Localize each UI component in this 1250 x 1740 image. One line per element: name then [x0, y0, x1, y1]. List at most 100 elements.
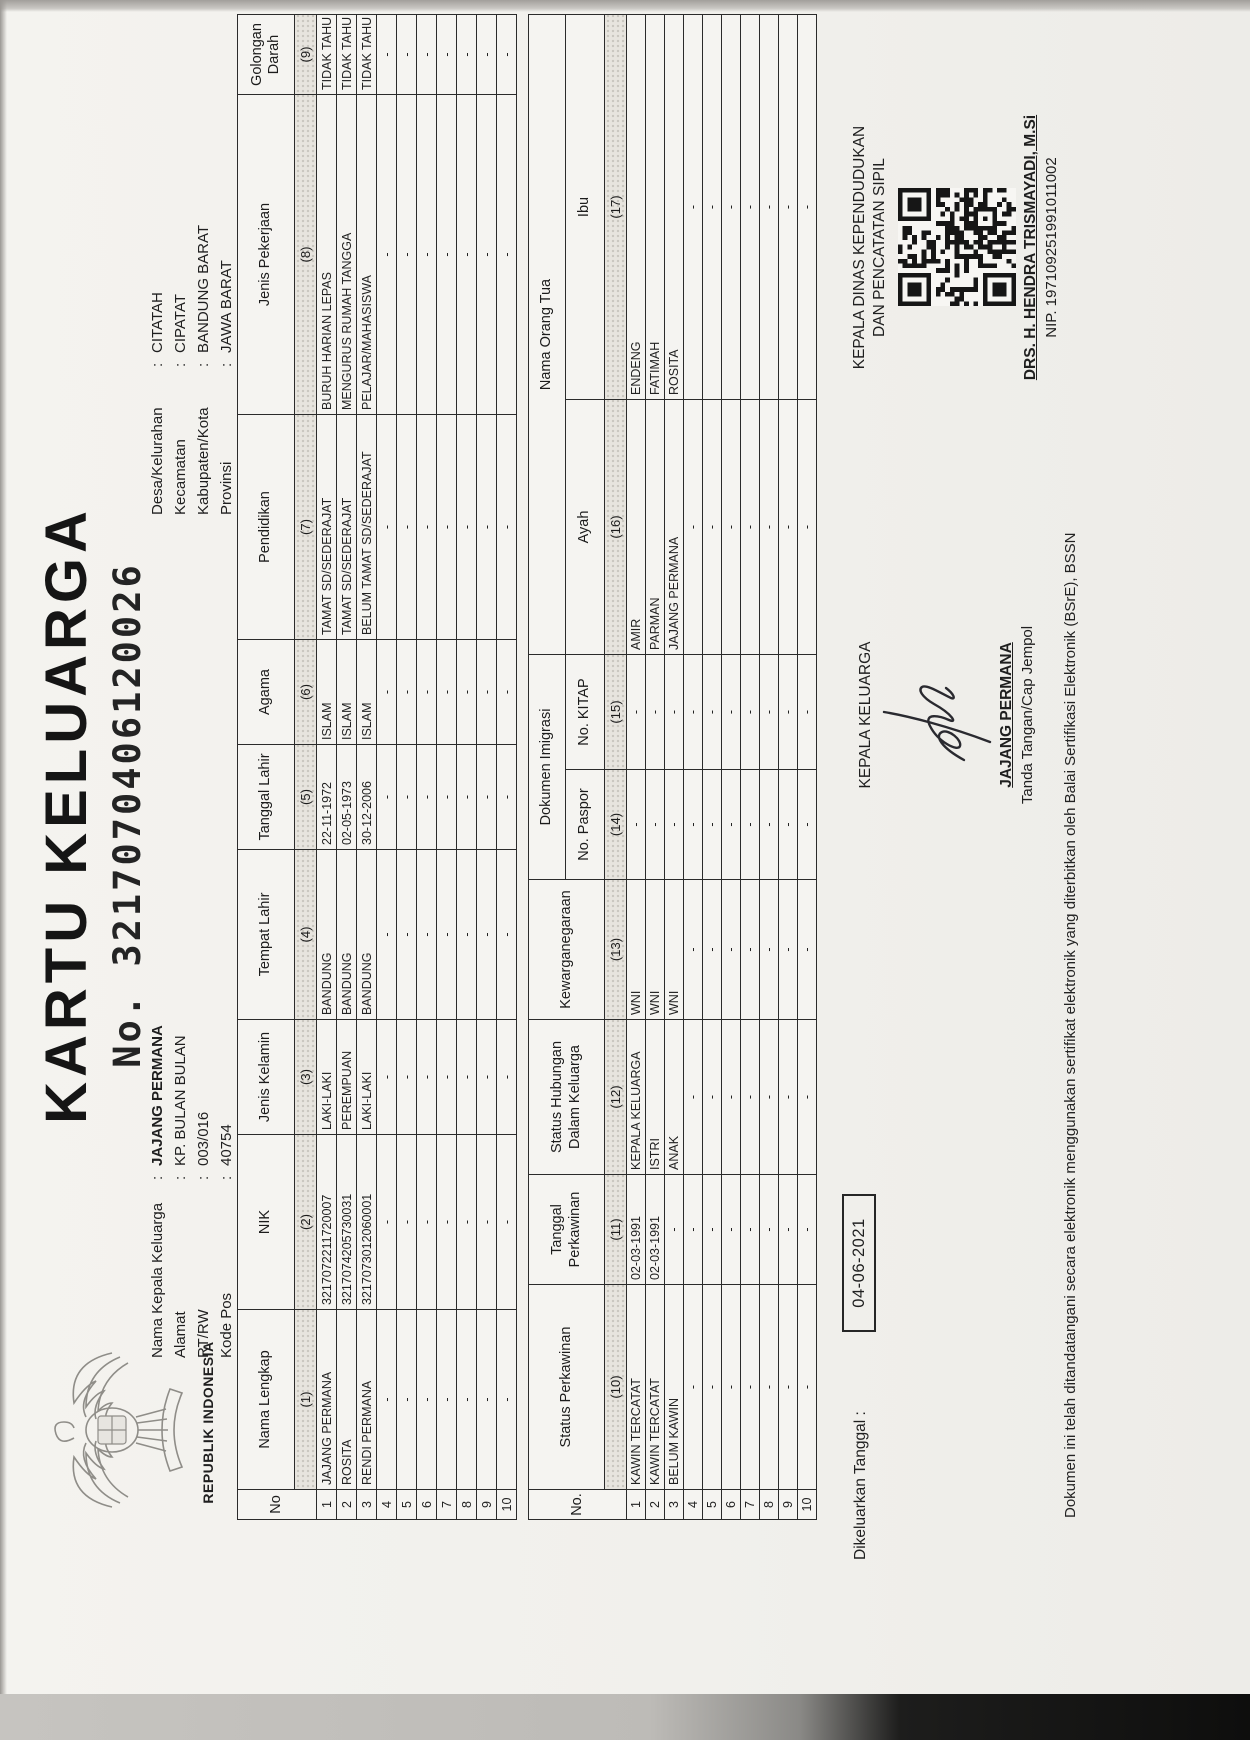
data-cell: 3217074205730031 [336, 1134, 357, 1310]
data-cell: KAWIN TERCATAT [626, 1284, 646, 1490]
colon: : [195, 362, 212, 367]
data-cell: LAKI-LAKI [316, 1019, 337, 1135]
info-label: Desa/Kelurahan [149, 407, 166, 515]
info-label: Nama Kepala Keluarga [149, 1202, 166, 1358]
data-cell: - [702, 399, 722, 655]
data-cell: - [702, 769, 722, 880]
data-cell: - [376, 744, 397, 850]
col-number: (5) [294, 744, 317, 850]
data-cell: - [778, 1284, 798, 1490]
family-member-row: 2 ROSITA 3217074205730031 PEREMPUAN BANDUNG 0… [336, 14, 357, 1520]
data-cell: - [702, 1284, 722, 1490]
info-row: Kode Pos: 40754 [215, 1025, 238, 1358]
family-member-row: 4--------- [376, 14, 397, 1520]
col-header: No [237, 1489, 317, 1520]
data-cell: - [702, 879, 722, 1020]
data-cell: 30-12-2006 [356, 744, 377, 850]
info-row: Desa/Kelurahan: CITATAH [146, 225, 169, 515]
info-row: Kecamatan: CIPATAT [169, 225, 192, 515]
data-cell: - [496, 14, 517, 95]
data-cell: AMIR [626, 399, 646, 655]
data-cell: - [759, 14, 779, 400]
data-cell: - [496, 744, 517, 850]
family-member-row: 3 RENDI PERMANA 3217073012060001 LAKI-LAKI B… [356, 14, 377, 1520]
data-cell: 02-03-1991 [645, 1174, 665, 1285]
data-cell: - [416, 744, 437, 850]
data-cell: ENDENG [626, 14, 646, 400]
data-cell: - [702, 654, 722, 770]
head-of-family-name: JAJANG PERMANA [998, 642, 1015, 788]
info-value: KP. BULAN BULAN [172, 1035, 189, 1166]
col-header: Tanggal Lahir [237, 744, 295, 850]
col-header: Tempat Lahir [237, 849, 295, 1020]
issued-date-label: Dikeluarkan Tanggal : [852, 1411, 869, 1560]
data-cell: - [376, 849, 397, 1020]
data-cell: - [702, 1174, 722, 1285]
data-cell: - [476, 14, 497, 95]
official-title: KEPALA DINAS KEPENDUDUKAN [851, 125, 868, 370]
data-cell: - [759, 1174, 779, 1285]
data-cell: - [740, 879, 760, 1020]
data-cell: - [683, 879, 703, 1020]
data-cell: ROSITA [336, 1309, 357, 1490]
row-number-cell: 3 [664, 1489, 684, 1520]
data-cell: - [416, 14, 437, 95]
data-cell: 3217072211720007 [316, 1134, 337, 1310]
data-cell: - [376, 639, 397, 745]
data-cell: - [759, 1019, 779, 1175]
col-number: (4) [294, 849, 317, 1020]
data-cell: ISLAM [336, 639, 357, 745]
col-number: (6) [294, 639, 317, 745]
data-cell: - [376, 1309, 397, 1490]
col-header: Nama Lengkap [237, 1309, 295, 1490]
data-cell: - [436, 849, 457, 1020]
info-row: Kabupaten/Kota: BANDUNG BARAT [192, 225, 215, 515]
col-header: No. [528, 1489, 627, 1520]
row-number-cell: 1 [626, 1489, 646, 1520]
info-row: Provinsi: JAWA BARAT [215, 225, 238, 515]
data-cell: - [376, 414, 397, 640]
data-cell: RENDI PERMANA [356, 1309, 377, 1490]
data-cell: - [759, 769, 779, 880]
data-cell: - [456, 414, 477, 640]
data-cell: - [721, 769, 741, 880]
data-cell: - [683, 14, 703, 400]
data-cell: TIDAK TAHU [356, 14, 377, 95]
data-cell: - [740, 654, 760, 770]
data-cell: - [740, 399, 760, 655]
head-of-family-signature-block: KEPALA KELUARGA JAJANG PERMANA Tanda Tan… [856, 570, 1036, 860]
data-cell: - [721, 1019, 741, 1175]
data-cell: WNI [626, 879, 646, 1020]
data-cell: - [476, 1309, 497, 1490]
data-cell: - [436, 94, 457, 415]
handwritten-signature-icon [882, 685, 992, 762]
data-cell: TIDAK TAHU [316, 14, 337, 95]
col-header: Golongan Darah [237, 14, 295, 95]
data-cell: ANAK [664, 1019, 684, 1175]
data-cell: - [683, 399, 703, 655]
row-number-cell: 4 [376, 1489, 397, 1520]
row-number-cell: 1 [316, 1489, 337, 1520]
data-cell: PEREMPUAN [336, 1019, 357, 1135]
row-number-cell: 8 [759, 1489, 779, 1520]
col-header: Jenis Pekerjaan [237, 94, 295, 415]
info-row: Alamat: KP. BULAN BULAN [169, 1025, 192, 1358]
colon: : [218, 1175, 235, 1180]
data-cell: - [740, 1284, 760, 1490]
col-header: Tanggal Perkawinan [528, 1174, 605, 1285]
data-cell: - [456, 94, 477, 415]
data-cell: - [721, 1284, 741, 1490]
col-header: Ayah [565, 399, 605, 655]
scanner-edge-left [0, 0, 7, 1740]
family-member-row: 7--------- [436, 14, 457, 1520]
info-row: Nama Kepala Keluarga: JAJANG PERMANA [146, 1025, 169, 1358]
family-member-detail-row: 7-------- [740, 14, 760, 1520]
info-value: CITATAH [149, 292, 166, 353]
data-cell: - [778, 1174, 798, 1285]
family-member-detail-row: 8-------- [759, 14, 779, 1520]
scanner-edge-bottom [0, 1694, 1250, 1740]
data-cell: - [664, 769, 684, 880]
row-number-cell: 9 [778, 1489, 798, 1520]
